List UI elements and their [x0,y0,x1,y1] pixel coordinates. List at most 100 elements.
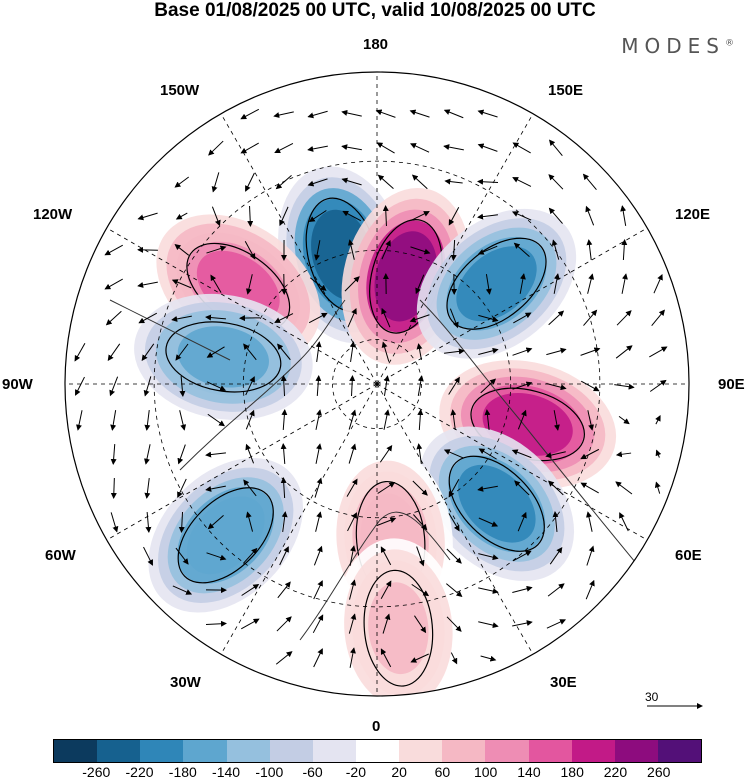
wind-arrow [383,409,390,430]
wind-arrow [141,343,155,361]
colorbar-tick-label: -60 [302,764,323,780]
colorbar-swatch [571,740,615,762]
lon-label-120e: 120E [675,206,711,223]
wind-arrow [242,547,258,564]
wind-arrow [110,443,117,465]
wind-arrow [548,207,563,224]
wind-arrow [308,210,327,223]
wind-arrow [313,648,323,668]
wind-arrow [240,142,259,154]
wind-arrow [477,143,498,152]
wind-arrow [511,449,532,459]
wind-arrow [175,547,189,565]
wind-arrow [277,343,291,361]
wind-arrow [241,583,260,596]
wind-arrow [485,274,492,295]
wind-arrow [546,347,567,356]
wind-arrow [478,347,499,355]
colorbar-swatch [97,740,141,762]
wind-arrow [377,481,396,494]
wind-arrow [245,511,254,532]
wind-arrow [377,174,394,190]
wind-arrow [549,139,563,157]
wind-arrow [512,620,533,627]
wind-arrow [517,511,527,532]
wind-arrow [484,409,491,430]
meridian-line [220,113,378,385]
wind-arrow [444,348,465,355]
wind-arrow [649,346,668,358]
colorbar-swatch [528,740,572,762]
wind-arrow [145,511,152,533]
wind-arrow [315,409,322,430]
wind-arrow [109,376,119,397]
wind-arrow [104,244,124,256]
wind-arrow [443,144,464,151]
wind-arrow [446,616,462,632]
wind-arrow [348,443,357,464]
wind-arrow [105,310,122,326]
wind-arrow [546,619,567,629]
wind-arrow [273,111,294,118]
wind-arrow [172,585,193,595]
wind-arrow [415,274,425,295]
wind-arrow [446,548,462,564]
wind-arrow [380,648,392,668]
wind-arrow [580,347,601,356]
wind-arrow [512,550,532,562]
wind-arrow [580,448,600,460]
wind-arrow [349,545,356,566]
wind-arrow [76,410,83,431]
wind-arrow [206,552,227,561]
wind-arrow [178,511,185,533]
graticule [65,72,689,696]
colorbar-tick-label: -220 [125,764,154,780]
latitude-circle [332,339,422,429]
lon-label-90e: 90E [718,376,745,393]
wind-arrow [477,109,498,118]
colorbar-swatch [140,740,184,762]
colorbar-swatch [183,740,227,762]
wind-arrow [553,273,560,294]
wind-arrow [382,205,389,227]
wind-arrow [315,375,322,397]
wind-arrow [410,211,430,221]
wind-arrow [312,614,324,634]
wind-arrow [349,579,357,600]
wind-arrow [205,314,227,321]
wind-arrow [586,545,595,566]
lon-label-60e: 60E [675,547,702,564]
wind-arrow [655,414,661,425]
wind-arrow [582,173,597,190]
wind-arrow [315,443,322,464]
wind-arrow [279,206,289,227]
wind-arrow [137,281,158,288]
wind-arrow [137,212,158,221]
wind-arrow [519,273,526,294]
wind-arrow [207,515,224,530]
wind-arrow [247,205,254,227]
wind-arrow [245,443,255,464]
wind-arrow [450,239,457,261]
wind-arrow [179,410,187,431]
wind-arrow [276,616,292,632]
wind-arrow [443,109,464,119]
wind-arrow [444,178,463,185]
wind-arrow [348,613,357,634]
wind-arrow [409,314,430,323]
colorbar-tick-label: 220 [603,764,628,780]
wind-arrow [174,176,190,188]
wind-arrow [171,279,192,289]
wind-arrow [210,274,222,293]
wind-arrow [416,546,425,567]
wind-arrow [552,511,559,533]
wind-arrow [110,410,117,431]
wind-arrow [110,512,119,533]
wind-arrow [477,245,498,255]
wind-arrow [245,274,253,295]
colorbar-swatch [226,740,270,762]
wind-arrow [349,341,356,362]
wind-arrow [347,512,357,532]
colorbar-swatch [312,740,356,762]
wind-arrow [450,652,458,665]
